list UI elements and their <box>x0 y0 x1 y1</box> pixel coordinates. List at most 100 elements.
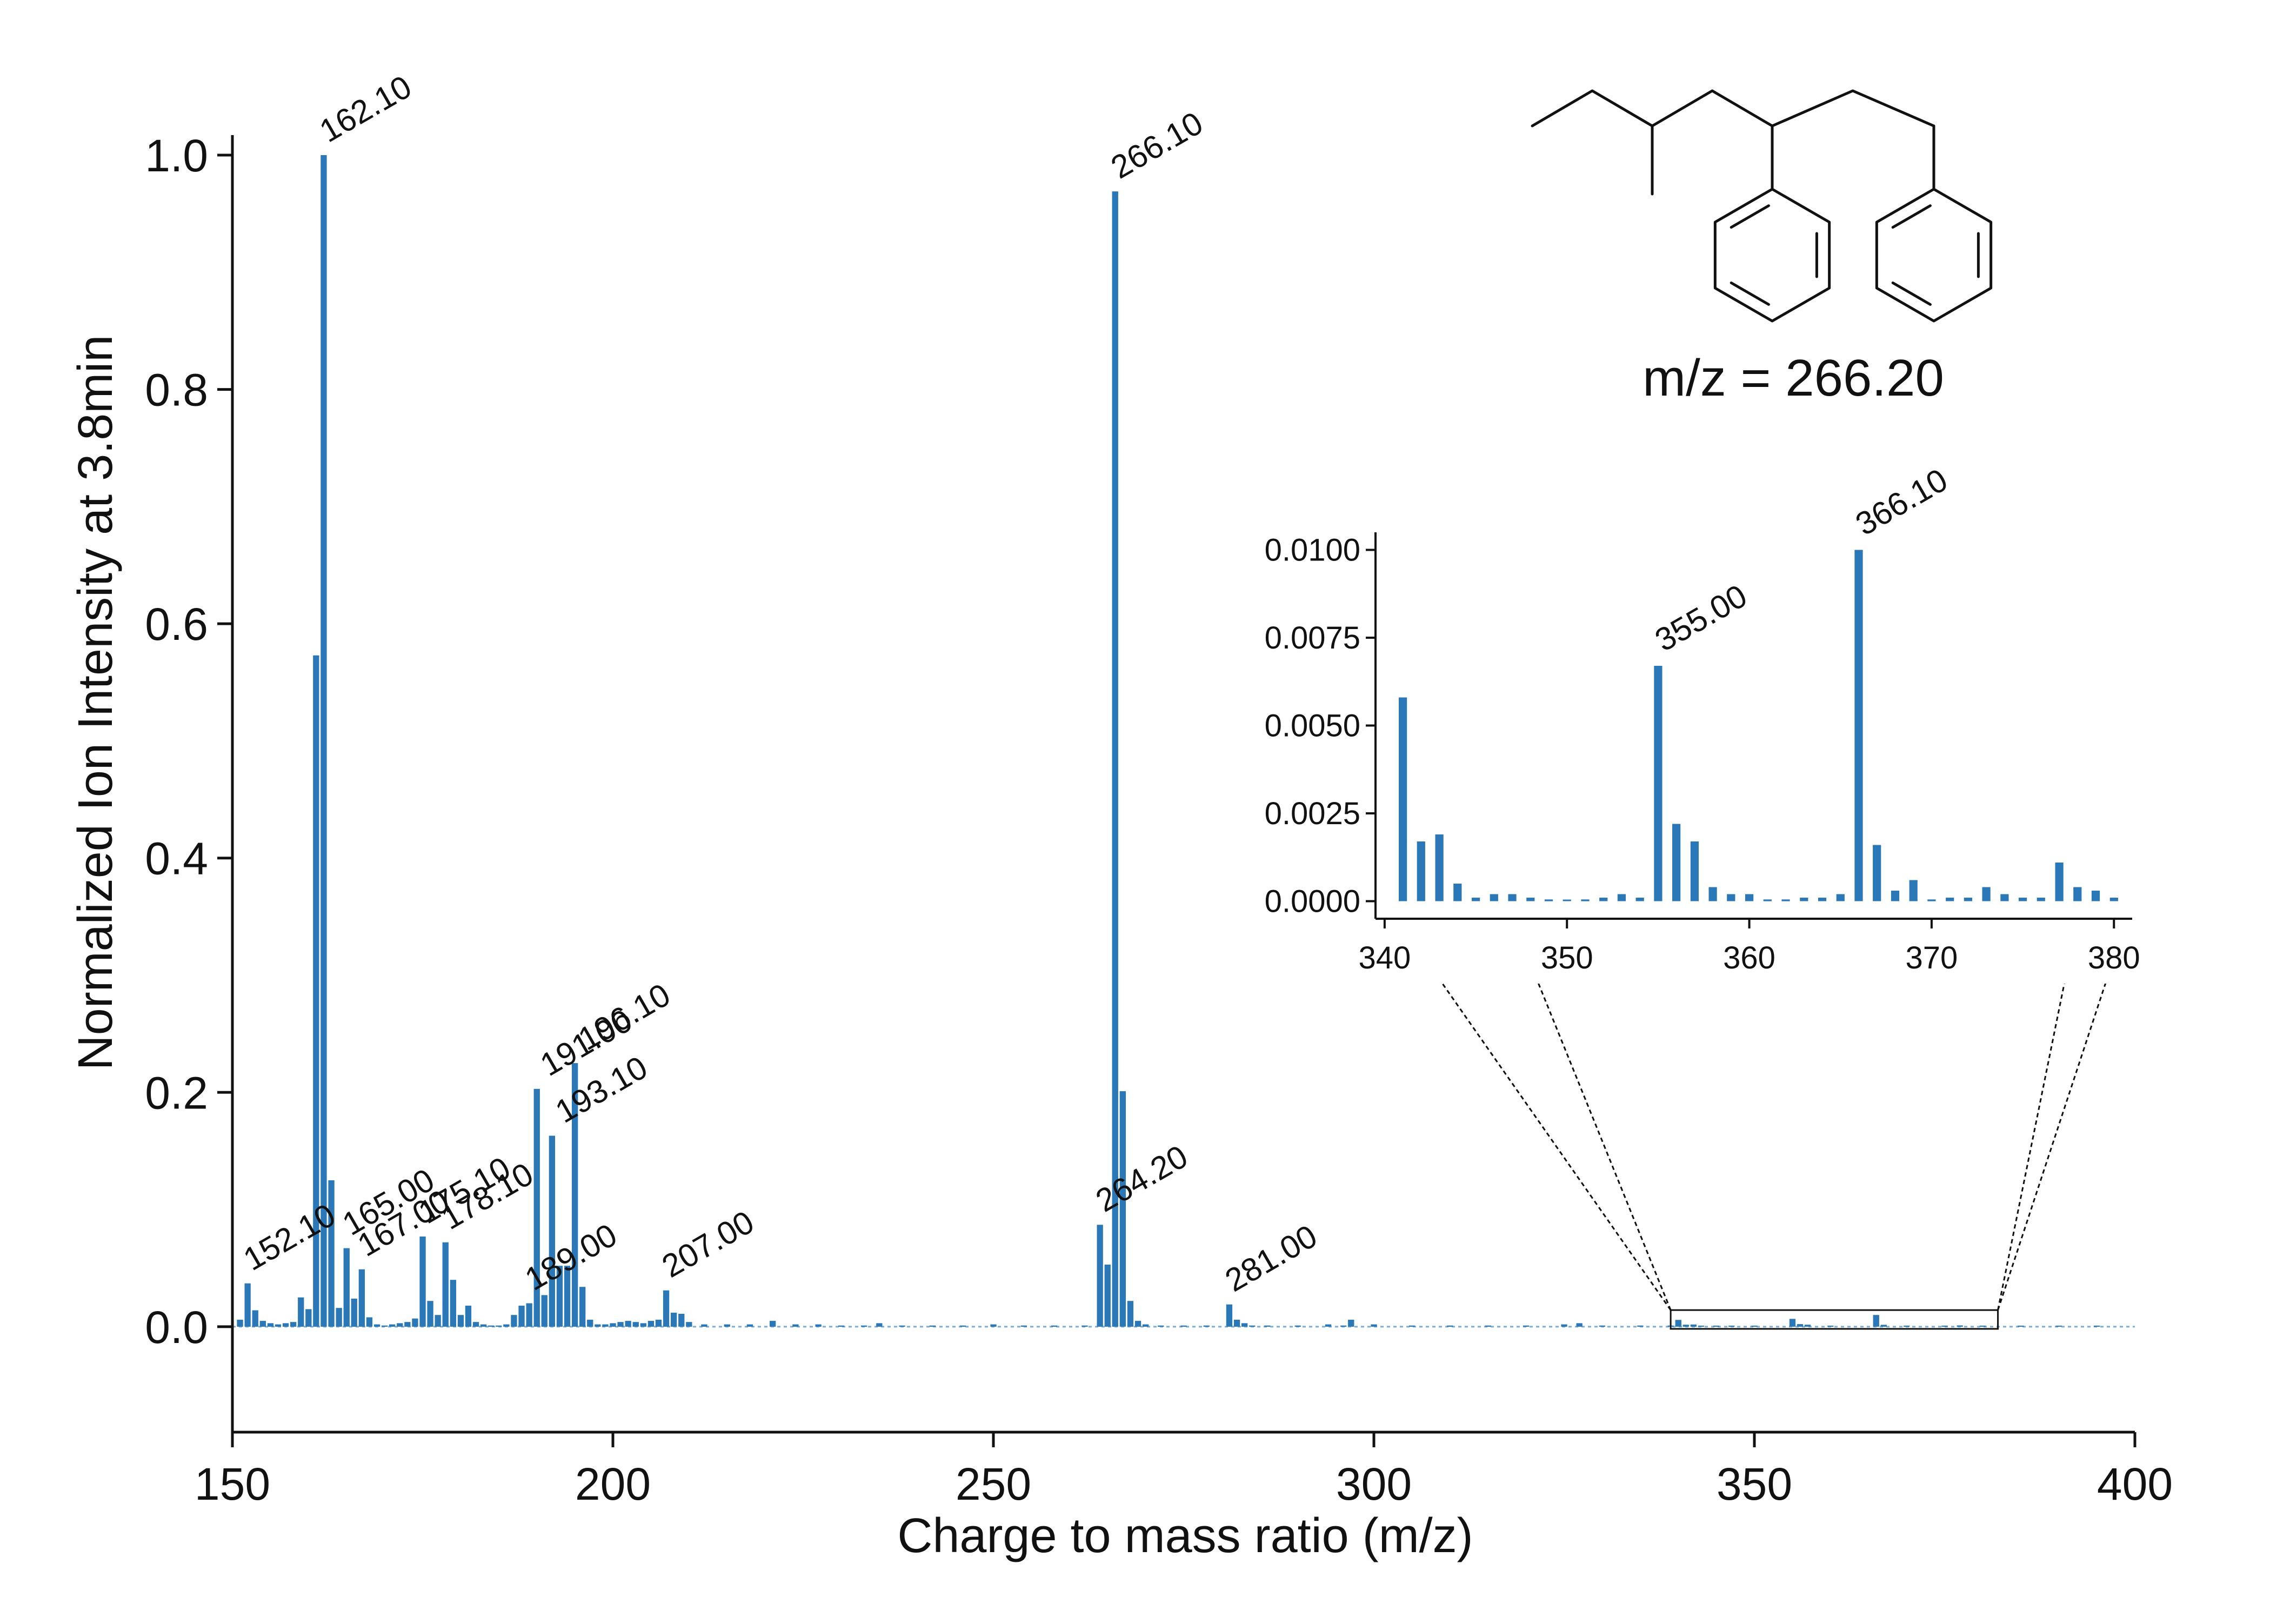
main-peak-label: 281.00 <box>1219 1218 1323 1299</box>
main-x-tick-label: 150 <box>195 1459 270 1509</box>
inset-bar-360 <box>1745 894 1754 901</box>
main-bar-180 <box>457 1315 464 1327</box>
main-bar-385 <box>2018 1325 2024 1327</box>
x-axis-label: Charge to mass ratio (m/z) <box>897 1509 1473 1563</box>
main-bar-183 <box>480 1324 487 1327</box>
main-bar-194 <box>564 1266 571 1327</box>
main-bar-182 <box>472 1322 479 1327</box>
main-bar-152 <box>244 1283 251 1327</box>
inset-y-tick-label: 0.0025 <box>1265 796 1360 831</box>
main-bar-163 <box>328 1180 335 1327</box>
main-bar-188 <box>518 1305 525 1327</box>
main-bar-350 <box>1751 1325 1758 1327</box>
main-bar-167 <box>358 1269 365 1327</box>
inset-bar-366 <box>1854 550 1863 901</box>
main-x-ticks: 150 200 250 300 350 400 <box>195 1432 2173 1509</box>
inset-bar-350 <box>1563 899 1571 901</box>
inset-bar-362 <box>1781 899 1790 901</box>
main-bar-199 <box>602 1324 609 1327</box>
main-bar-380 <box>1979 1325 1986 1327</box>
main-bars <box>237 155 2100 1327</box>
main-peak-label: 207.00 <box>656 1204 760 1285</box>
main-bar-246 <box>960 1325 966 1327</box>
inset-bar-370 <box>1927 899 1936 901</box>
main-bar-196 <box>579 1287 586 1327</box>
inset-bar-355 <box>1654 666 1663 901</box>
main-bar-191 <box>541 1295 548 1327</box>
inset-bar-354 <box>1635 898 1644 901</box>
inset-bar-379 <box>2091 891 2100 901</box>
main-peak-label: 162.10 <box>313 68 417 149</box>
inset-bar-347 <box>1508 894 1517 901</box>
main-y-tick-label: 0.6 <box>145 599 208 650</box>
inset-bar-363 <box>1800 898 1808 901</box>
inset-bar-345 <box>1472 898 1480 901</box>
main-bar-177 <box>435 1315 441 1327</box>
main-bar-340 <box>1675 1320 1681 1327</box>
inset-bar-356 <box>1672 824 1681 901</box>
inset-x-tick-label: 360 <box>1723 940 1775 975</box>
main-bar-195 <box>572 1063 578 1327</box>
zoom-connector <box>1997 918 2128 1311</box>
main-x-tick-label: 250 <box>956 1459 1031 1509</box>
main-bar-186 <box>503 1324 510 1327</box>
inset-bars <box>1399 550 2118 901</box>
main-bar-159 <box>298 1297 304 1327</box>
main-bar-204 <box>640 1323 646 1327</box>
main-bar-355 <box>1789 1319 1796 1327</box>
main-bar-175 <box>419 1237 426 1327</box>
inset-bar-371 <box>1946 898 1954 901</box>
main-bar-168 <box>366 1317 373 1327</box>
main-bar-325 <box>1561 1324 1567 1327</box>
main-bar-227 <box>815 1324 822 1327</box>
alkyl-chain <box>1531 89 1935 128</box>
main-bar-189 <box>526 1303 532 1327</box>
main-bar-158 <box>290 1322 297 1327</box>
main-bar-224 <box>792 1324 799 1327</box>
inset-bar-343 <box>1435 834 1444 901</box>
inset-y-tick-label: 0.0075 <box>1265 620 1360 656</box>
main-bar-345 <box>1713 1325 1720 1327</box>
inset-background <box>1197 511 2143 984</box>
inset-x-tick-label: 380 <box>2088 940 2140 975</box>
zoom-connector <box>1396 918 1672 1311</box>
ring-double-bond <box>1730 204 1770 229</box>
main-peak-label: 196.10 <box>572 977 676 1058</box>
main-bar-356 <box>1797 1324 1804 1327</box>
inset-y-tick-label: 0.0100 <box>1265 533 1360 568</box>
inset-bar-368 <box>1891 891 1900 901</box>
main-y-tick-label: 1.0 <box>145 130 208 181</box>
main-bar-172 <box>397 1323 403 1327</box>
main-bar-200 <box>610 1323 616 1327</box>
main-bar-275 <box>1180 1325 1187 1327</box>
inset-y-ticks: 0.0000 0.0025 0.0050 0.0075 0.0100 <box>1265 533 1376 919</box>
main-bar-342 <box>1690 1324 1697 1327</box>
main-bar-173 <box>404 1322 411 1327</box>
inset-bar-376 <box>2037 898 2045 901</box>
main-bar-201 <box>617 1322 624 1327</box>
main-bar-212 <box>701 1324 707 1327</box>
inset-plot: 340 350 360 370 380 0.0000 0.0025 0.0050 0.0075… <box>1197 462 2143 984</box>
inset-x-tick-label: 370 <box>1906 940 1958 975</box>
main-bar-156 <box>275 1324 282 1327</box>
main-bar-300 <box>1371 1324 1377 1327</box>
inset-bar-349 <box>1544 899 1553 901</box>
main-bar-157 <box>282 1323 289 1327</box>
main-y-tick-label: 0.4 <box>145 833 208 884</box>
inset-bar-341 <box>1399 697 1407 901</box>
main-bar-297 <box>1348 1319 1354 1327</box>
y-axis-label: Normalized Ion Intensity at 3.8min <box>69 335 123 1071</box>
inset-bar-380 <box>2109 898 2118 901</box>
main-y-ticks: 0.0 0.2 0.4 0.6 0.8 1.0 <box>145 130 232 1353</box>
main-peak-label: 266.10 <box>1105 105 1209 186</box>
main-bar-162 <box>321 155 327 1327</box>
main-bar-258 <box>1051 1325 1058 1327</box>
inset-y-tick-label: 0.0000 <box>1265 884 1360 919</box>
main-bar-294 <box>1325 1324 1332 1327</box>
phenyl-ring-right <box>1875 188 1993 323</box>
main-bar-169 <box>373 1324 380 1327</box>
main-bar-283 <box>1241 1323 1248 1327</box>
main-bar-174 <box>412 1318 418 1327</box>
inset-bar-374 <box>2000 894 2009 901</box>
